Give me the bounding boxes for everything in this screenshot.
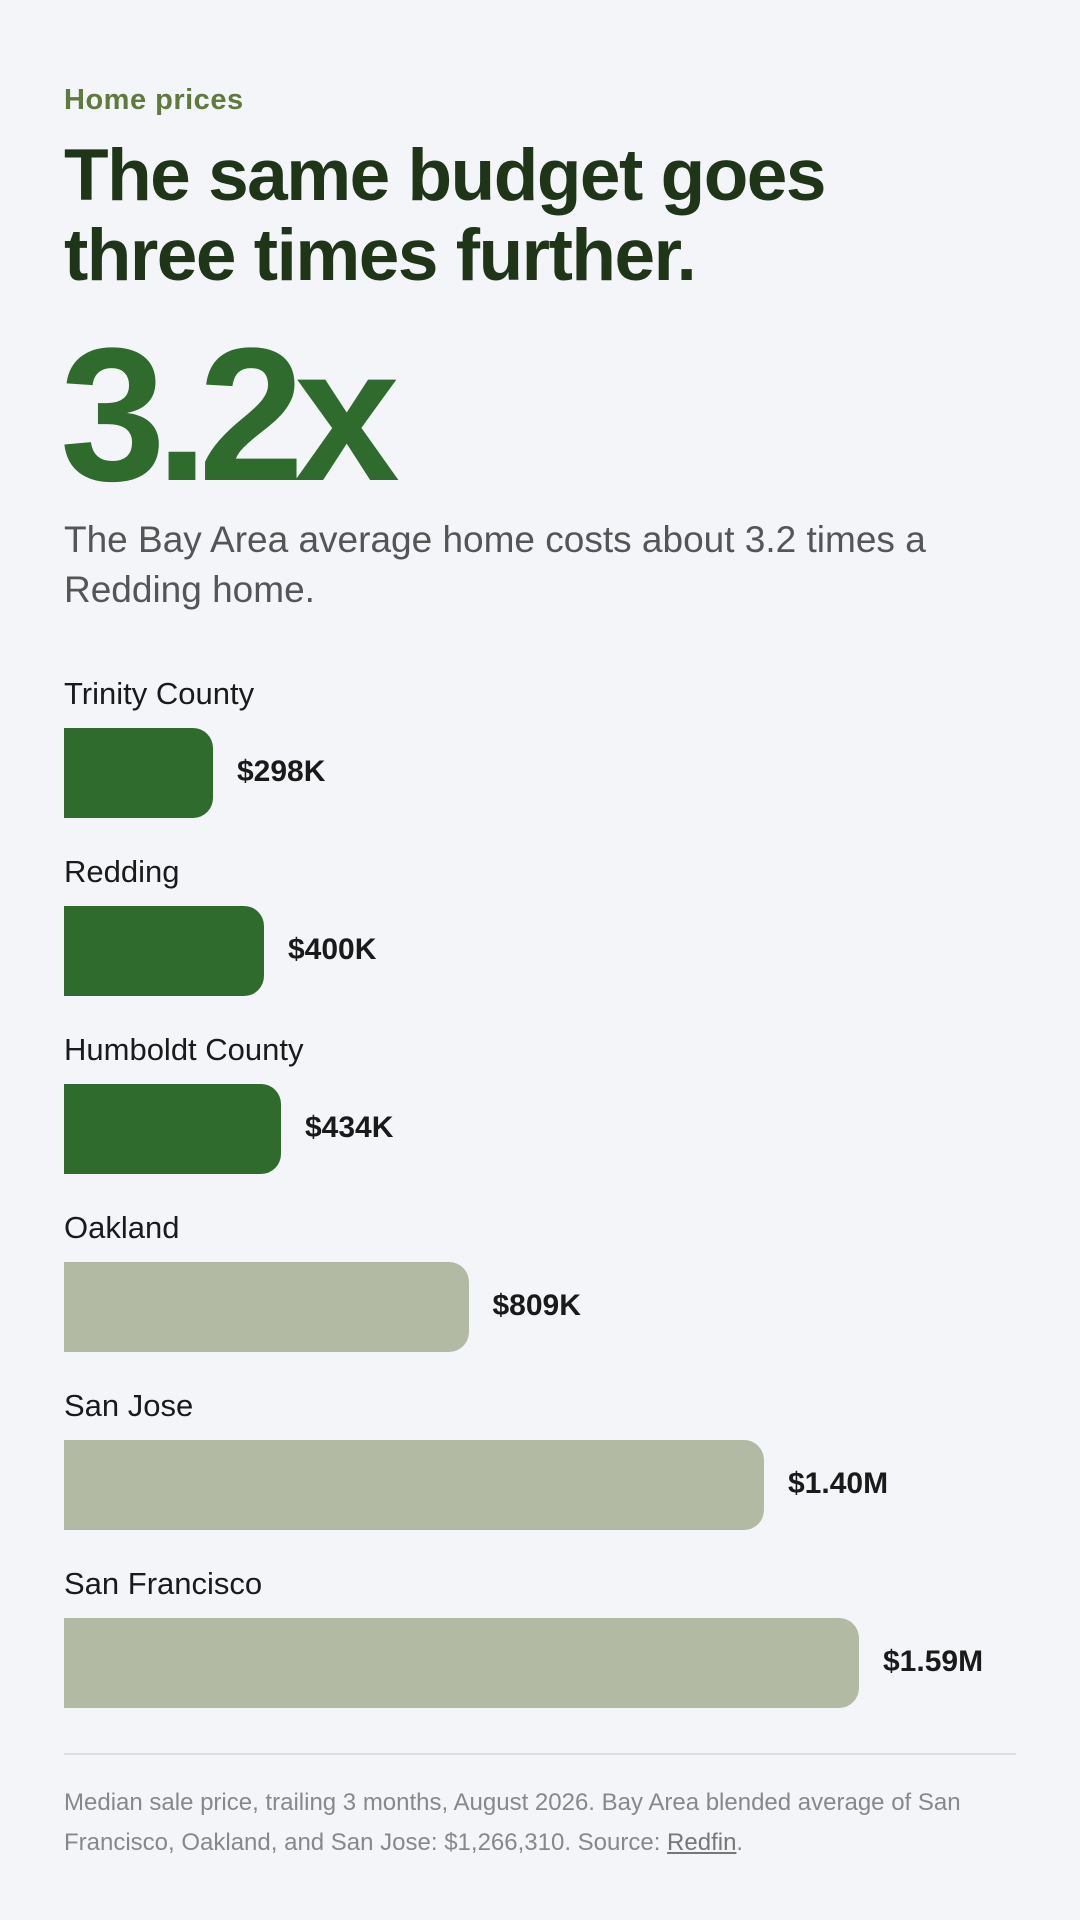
footnote-text: Median sale price, trailing 3 months, Au… — [64, 1789, 961, 1856]
bar — [64, 728, 213, 818]
footnote: Median sale price, trailing 3 months, Au… — [64, 1783, 1024, 1863]
bar-value-label: $434K — [305, 1111, 394, 1144]
bar-value-label: $298K — [237, 755, 326, 788]
bar-label: Humboldt County — [64, 1032, 304, 1067]
bar-label: San Jose — [64, 1388, 194, 1423]
eyebrow: Home prices — [64, 84, 244, 116]
footnote-end: . — [736, 1829, 744, 1856]
bar-value-label: $1.59M — [883, 1645, 984, 1678]
big-stat: 3.2x — [60, 309, 400, 521]
bar-label: Trinity County — [64, 676, 255, 711]
bar-value-label: $400K — [288, 933, 377, 966]
bar-label: San Francisco — [64, 1566, 263, 1601]
divider — [64, 1753, 1016, 1755]
bar — [64, 1084, 281, 1174]
bar-value-label: $809K — [492, 1289, 581, 1322]
subtitle: The Bay Area average home costs about 3.… — [64, 519, 926, 610]
bar — [64, 906, 264, 996]
bar-label: Oakland — [64, 1210, 180, 1245]
bar — [64, 1618, 859, 1708]
source-link[interactable]: Redfin — [667, 1829, 737, 1856]
bar — [64, 1440, 764, 1530]
bar — [64, 1262, 469, 1352]
bar-value-label: $1.40M — [788, 1467, 889, 1500]
bar-label: Redding — [64, 854, 180, 889]
headline: The same budget goes three times further… — [64, 135, 827, 296]
